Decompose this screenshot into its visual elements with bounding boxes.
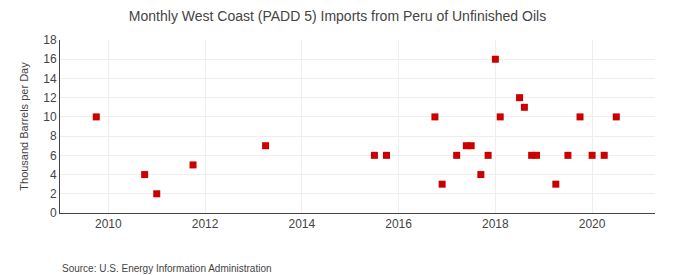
svg-text:6: 6 (50, 149, 57, 163)
svg-text:2: 2 (50, 187, 57, 201)
svg-text:2012: 2012 (192, 217, 219, 231)
svg-text:12: 12 (43, 91, 57, 105)
svg-text:2018: 2018 (482, 217, 509, 231)
svg-text:16: 16 (43, 52, 57, 66)
svg-text:Source: U.S. Energy Informatio: Source: U.S. Energy Information Administ… (62, 263, 272, 274)
svg-text:2010: 2010 (95, 217, 122, 231)
svg-text:18: 18 (43, 33, 57, 47)
svg-text:2016: 2016 (385, 217, 412, 231)
svg-text:10: 10 (43, 110, 57, 124)
svg-text:4: 4 (50, 168, 57, 182)
svg-text:Thousand Barrels per Day: Thousand Barrels per Day (18, 62, 30, 191)
svg-text:2014: 2014 (289, 217, 316, 231)
svg-text:0: 0 (50, 206, 57, 220)
svg-text:Monthly West Coast (PADD 5) Im: Monthly West Coast (PADD 5) Imports from… (129, 8, 546, 24)
svg-text:2020: 2020 (579, 217, 606, 231)
svg-text:8: 8 (50, 129, 57, 143)
svg-text:14: 14 (43, 72, 57, 86)
